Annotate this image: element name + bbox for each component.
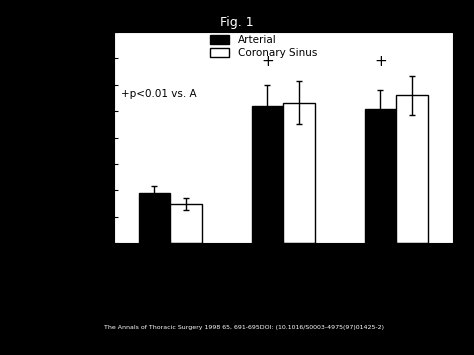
Bar [283,103,315,243]
Bar [365,109,396,243]
Y-axis label: % Activated Platelets: % Activated Platelets [79,78,89,197]
Bar [252,106,283,243]
Bar [170,203,202,243]
Bar [138,193,170,243]
Bar [396,95,428,243]
X-axis label: Timepoints: Timepoints [244,264,322,277]
Text: Fig. 1: Fig. 1 [220,16,254,29]
Text: The Annals of Thoracic Surgery 1998 65, 691-695DOI: (10.1016/S0003-4975(97)01425: The Annals of Thoracic Surgery 1998 65, … [104,325,384,330]
Text: +: + [374,54,387,69]
Text: +: + [261,54,274,69]
Legend: Arterial, Coronary Sinus: Arterial, Coronary Sinus [210,35,317,58]
Text: +p<0.01 vs. A: +p<0.01 vs. A [120,89,196,99]
